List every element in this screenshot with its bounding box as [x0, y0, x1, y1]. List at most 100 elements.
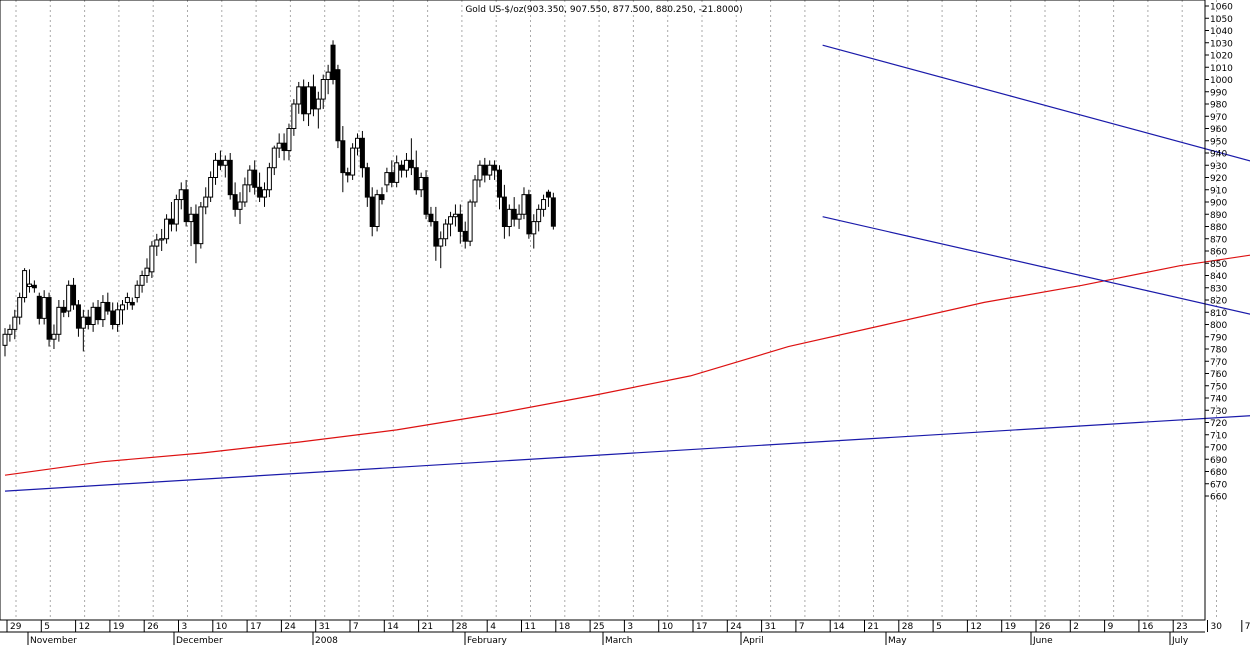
- candle-body-up: [115, 309, 121, 325]
- candle: [457, 204, 463, 244]
- candle: [526, 189, 532, 239]
- x-tick-label: 21: [868, 622, 879, 632]
- candle: [261, 182, 267, 207]
- trend-lines: [4, 44, 1250, 492]
- candle: [413, 150, 419, 195]
- candle: [41, 290, 47, 325]
- candle: [31, 280, 37, 293]
- candle-body-down: [193, 213, 199, 245]
- candle: [178, 182, 184, 210]
- candle-body-up: [198, 206, 204, 245]
- candle-body-up: [208, 177, 214, 198]
- candle: [17, 292, 23, 325]
- candle: [75, 300, 81, 337]
- candle: [129, 297, 135, 310]
- candle: [154, 233, 160, 256]
- candle-body-up: [173, 199, 179, 225]
- candle: [418, 172, 424, 198]
- y-tick-label: 990: [1210, 88, 1227, 98]
- candle-body-down: [369, 196, 375, 228]
- candle-body-up: [452, 213, 458, 218]
- candle: [301, 79, 307, 122]
- y-tick-label: 850: [1210, 260, 1227, 270]
- candle-body-up: [320, 79, 326, 100]
- candle-body-down: [545, 191, 551, 198]
- candle: [320, 74, 326, 109]
- x-tick-label: 7: [1245, 622, 1250, 632]
- candle-body-up: [261, 189, 267, 198]
- candle-body-up: [443, 223, 449, 240]
- candle-body-down: [482, 164, 488, 176]
- y-tick-label: 700: [1210, 444, 1227, 454]
- candle-body-up: [164, 218, 170, 240]
- candle: [188, 206, 194, 247]
- candle: [403, 153, 409, 178]
- x-tick-label: 19: [113, 622, 125, 632]
- x-tick-label: 3: [627, 622, 633, 632]
- candle-body-up: [237, 201, 243, 210]
- candle: [438, 231, 444, 269]
- x-tick-label: 17: [696, 622, 707, 632]
- candle: [482, 157, 488, 183]
- y-tick-label: 980: [1210, 101, 1227, 111]
- candle: [247, 165, 253, 193]
- candle: [124, 292, 130, 310]
- candle: [291, 99, 297, 136]
- candle: [306, 81, 312, 127]
- candle: [276, 133, 282, 158]
- candle: [242, 177, 248, 207]
- y-tick-label: 690: [1210, 456, 1227, 466]
- candle-body-down: [335, 69, 341, 142]
- candle-body-up: [418, 177, 424, 191]
- candle: [511, 197, 517, 227]
- candle-body-down: [428, 213, 434, 223]
- candle: [266, 162, 272, 198]
- candle-body-up: [394, 162, 400, 183]
- y-tick-label: 910: [1210, 186, 1227, 196]
- candle-body-up: [350, 147, 356, 176]
- candle: [423, 170, 429, 220]
- x-tick-label: 7: [799, 622, 805, 632]
- plot-frame: [0, 0, 1206, 621]
- x-tick-label: 24: [730, 622, 742, 632]
- candle-body-up: [384, 172, 390, 186]
- y-tick-label: 830: [1210, 284, 1227, 294]
- y-tick-label: 840: [1210, 272, 1227, 282]
- candle: [149, 241, 155, 278]
- candle-body-up: [80, 316, 86, 329]
- candle: [496, 165, 502, 210]
- candle-body-up: [242, 184, 248, 203]
- candle-body-up: [286, 128, 292, 152]
- y-tick-label: 1010: [1210, 64, 1233, 74]
- x-tick-label: 26: [147, 622, 159, 632]
- candle-body-down: [183, 189, 189, 223]
- candle-body-down: [31, 284, 37, 289]
- candle-body-up: [516, 213, 522, 220]
- x-tick-label: 2: [1073, 622, 1079, 632]
- x-tick-label: 3: [182, 622, 188, 632]
- candle-body-up: [154, 239, 160, 247]
- candle: [271, 145, 277, 176]
- candle: [452, 204, 458, 227]
- candle-body-up: [531, 221, 537, 235]
- candle: [545, 189, 551, 207]
- candle: [193, 204, 199, 264]
- candle: [359, 130, 365, 178]
- moving-average-path: [4, 254, 1250, 476]
- candle: [2, 328, 8, 357]
- candle: [66, 280, 72, 318]
- candle: [350, 143, 356, 180]
- candle-body-up: [203, 196, 209, 208]
- candle: [389, 160, 395, 188]
- candle: [325, 64, 331, 95]
- candle: [159, 228, 165, 251]
- candle-body-up: [325, 71, 331, 81]
- y-tick-label: 1020: [1210, 52, 1233, 62]
- candle-body-down: [359, 137, 365, 169]
- candle-body-down: [257, 186, 263, 198]
- x-tick-label: 10: [662, 622, 674, 632]
- chart-title: Gold US-$/oz(903.350, 907.550, 877.500, …: [465, 5, 742, 15]
- candle-body-down: [501, 196, 507, 228]
